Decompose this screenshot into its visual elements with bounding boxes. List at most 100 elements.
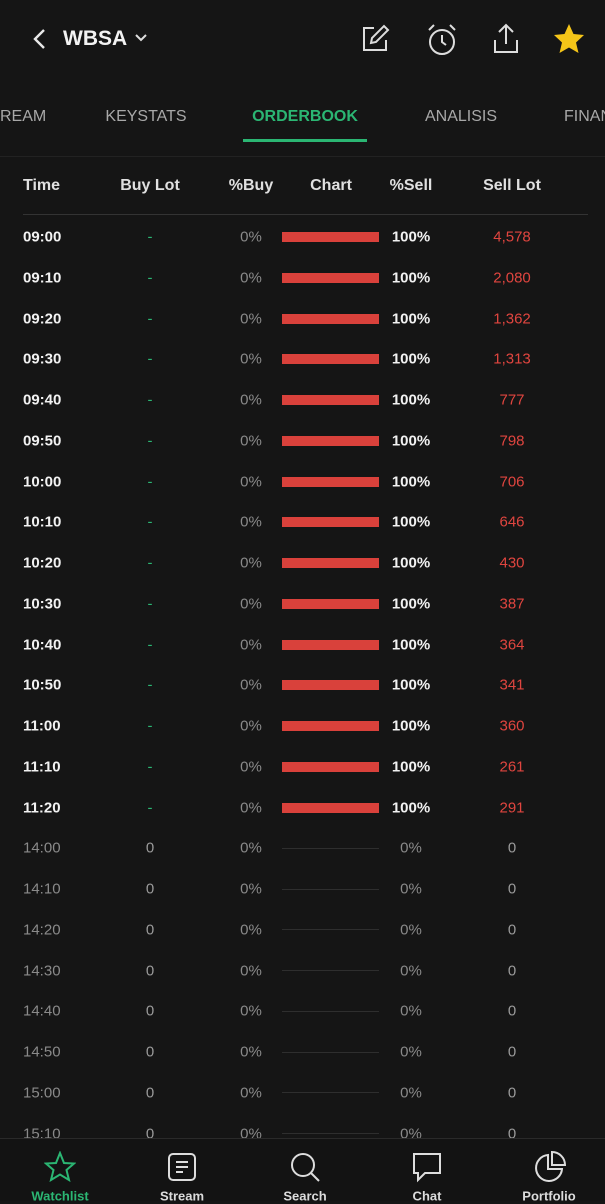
chart-track (282, 1133, 379, 1134)
sell-percent: 0% (400, 921, 422, 939)
sell-percent: 100% (391, 310, 431, 327)
ticker[interactable]: WBSA (63, 27, 128, 50)
buy-lot: - (147, 473, 153, 490)
time: 14:50 (23, 1043, 61, 1061)
time: 11:00 (23, 717, 61, 735)
sell-lot: 364 (499, 636, 525, 653)
ticker-dropdown[interactable] (134, 32, 148, 44)
time: 11:10 (23, 758, 61, 776)
alarm-icon[interactable] (424, 22, 460, 58)
edit-icon[interactable] (358, 22, 392, 56)
time: 10:00 (23, 473, 62, 490)
chart-track (282, 1092, 379, 1094)
nav-label[interactable]: Portfolio (522, 1188, 576, 1204)
buy-lot: - (147, 228, 153, 246)
buy-percent: 0% (240, 473, 262, 490)
buy-lot: 0 (145, 1084, 155, 1102)
sell-percent: 0% (400, 1084, 422, 1102)
tab[interactable]: FINAN (564, 108, 605, 125)
sell-bar (282, 232, 379, 242)
buy-percent: 0% (240, 228, 262, 246)
time: 10:40 (23, 636, 62, 653)
tab[interactable]: KEYSTATS (105, 108, 187, 125)
sell-percent: 100% (391, 676, 431, 694)
chart-track (282, 970, 379, 971)
sell-percent: 100% (391, 269, 431, 287)
buy-lot: 0 (145, 839, 155, 857)
sell-bar (282, 272, 379, 283)
chart-track (282, 929, 379, 931)
sell-lot: 2,080 (493, 269, 531, 287)
sell-percent: 100% (391, 432, 431, 450)
sell-percent: 100% (391, 554, 431, 572)
column-header: Sell Lot (483, 177, 541, 194)
portfolio-icon[interactable] (533, 1150, 567, 1184)
buy-percent: 0% (240, 839, 262, 857)
buy-lot: - (147, 595, 153, 613)
buy-percent: 0% (240, 269, 262, 287)
sell-bar (282, 476, 379, 487)
bottom-nav: Watchlist Stream Search Chat Portfolio (0, 1138, 605, 1204)
nav-label[interactable]: Watchlist (31, 1188, 89, 1204)
buy-percent: 0% (240, 676, 262, 694)
buy-lot: - (147, 350, 153, 368)
buy-percent: 0% (240, 1002, 262, 1020)
sell-bar (282, 558, 379, 568)
tab[interactable]: ANALISIS (424, 108, 498, 125)
time: 14:10 (23, 880, 61, 898)
sell-percent: 100% (391, 595, 431, 613)
sell-lot: 0 (507, 1043, 517, 1061)
buy-lot: 0 (145, 1125, 155, 1142)
buy-lot: - (147, 554, 153, 572)
time: 10:50 (23, 676, 62, 694)
nav-label[interactable]: Stream (159, 1188, 205, 1204)
time: 10:30 (23, 595, 62, 613)
buy-lot: 0 (145, 921, 155, 939)
sell-lot: 646 (499, 513, 525, 531)
sell-percent: 100% (391, 391, 431, 409)
time: 09:30 (23, 350, 62, 368)
time: 10:10 (23, 513, 62, 531)
sell-lot: 0 (507, 839, 517, 857)
column-header: Time (23, 177, 61, 194)
sell-bar (282, 517, 379, 528)
sell-bar (282, 639, 379, 650)
back-button[interactable] (30, 26, 50, 52)
chat-icon[interactable] (411, 1151, 443, 1183)
sell-percent: 100% (391, 513, 431, 531)
time: 14:00 (23, 839, 61, 857)
sell-lot: 291 (499, 799, 525, 816)
column-header: %Sell (389, 177, 433, 194)
sell-lot: 341 (499, 676, 525, 694)
sell-lot: 0 (507, 880, 517, 898)
column-header: %Buy (228, 177, 274, 194)
sell-lot: 777 (499, 391, 525, 409)
sell-bar (282, 802, 379, 813)
share-icon[interactable] (490, 22, 522, 56)
tab-active[interactable]: ORDERBOOK (252, 108, 358, 125)
watchlist-icon[interactable] (44, 1151, 76, 1183)
sell-lot: 706 (499, 473, 525, 490)
sell-percent: 100% (391, 473, 431, 490)
buy-lot: - (147, 717, 153, 735)
nav-label[interactable]: Chat (412, 1188, 442, 1204)
time: 09:40 (23, 391, 62, 409)
sell-lot: 1,313 (493, 350, 531, 368)
tab[interactable]: REAM (0, 108, 47, 125)
buy-percent: 0% (240, 432, 262, 450)
sell-lot: 0 (507, 921, 517, 939)
nav-label[interactable]: Search (283, 1188, 327, 1204)
buy-lot: - (147, 432, 153, 450)
buy-lot: - (147, 391, 153, 409)
search-icon[interactable] (289, 1151, 321, 1183)
buy-percent: 0% (240, 880, 262, 898)
sell-percent: 100% (391, 228, 431, 246)
buy-percent: 0% (240, 799, 262, 816)
favorite-star[interactable] (552, 23, 586, 55)
stream-icon[interactable] (167, 1152, 197, 1182)
time: 14:30 (23, 962, 61, 979)
buy-percent: 0% (240, 391, 262, 409)
buy-percent: 0% (240, 513, 262, 531)
sell-percent: 100% (391, 799, 431, 816)
chart-track (282, 1010, 379, 1012)
